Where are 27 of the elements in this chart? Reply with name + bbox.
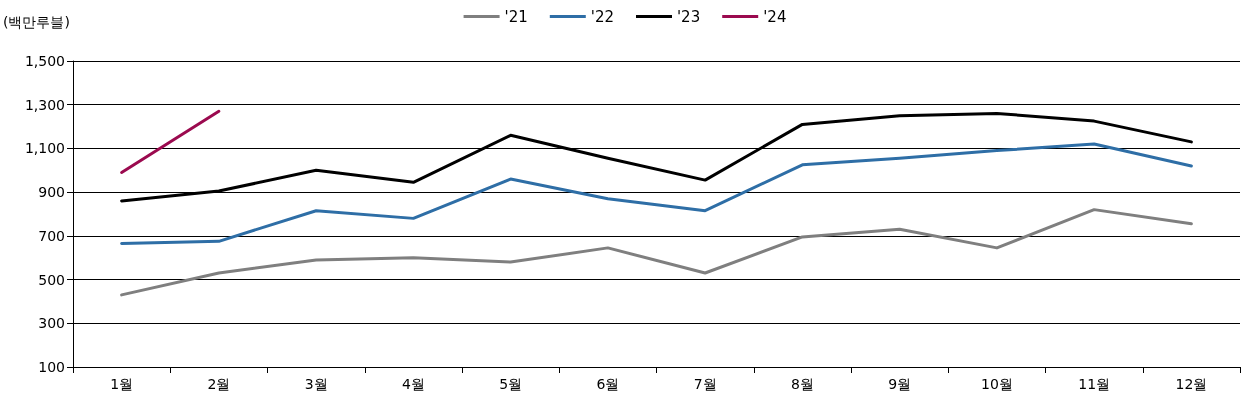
y-tick-label: 1,100 — [24, 140, 65, 157]
y-tick-label: 1,500 — [24, 53, 65, 69]
x-tick-label: 2월 — [207, 376, 231, 392]
line-series — [120, 142, 1193, 246]
x-tick-label: 8월 — [790, 376, 814, 392]
x-tick-label: 3월 — [304, 376, 328, 392]
y-tick-label: 100 — [38, 359, 65, 375]
y-tick-label: 300 — [38, 315, 65, 332]
x-tick-label: 4월 — [401, 376, 425, 392]
x-tick-label: 5월 — [499, 376, 523, 392]
x-tick-label: 6월 — [596, 376, 620, 392]
legend-label: '22 — [590, 7, 615, 26]
legend-label: '21 — [504, 7, 528, 26]
y-tick-label: 900 — [38, 184, 65, 201]
y-tick-label: 1,300 — [24, 96, 65, 113]
x-tick-label: 9월 — [888, 376, 912, 392]
x-tick-label: 12월 — [1175, 376, 1208, 392]
x-tick-label: 7월 — [693, 376, 717, 392]
y-tick-label: 500 — [38, 271, 65, 288]
y-tick-label: 700 — [38, 227, 65, 244]
x-tick-label: 10월 — [980, 376, 1013, 392]
x-tick-label: 11월 — [1078, 376, 1111, 392]
y-axis-title: (백만루블) — [3, 14, 70, 30]
line-series — [120, 208, 1193, 297]
x-tick-label: 1월 — [110, 376, 134, 392]
legend-label: '24 — [763, 7, 787, 26]
legend-label: '23 — [677, 7, 701, 26]
